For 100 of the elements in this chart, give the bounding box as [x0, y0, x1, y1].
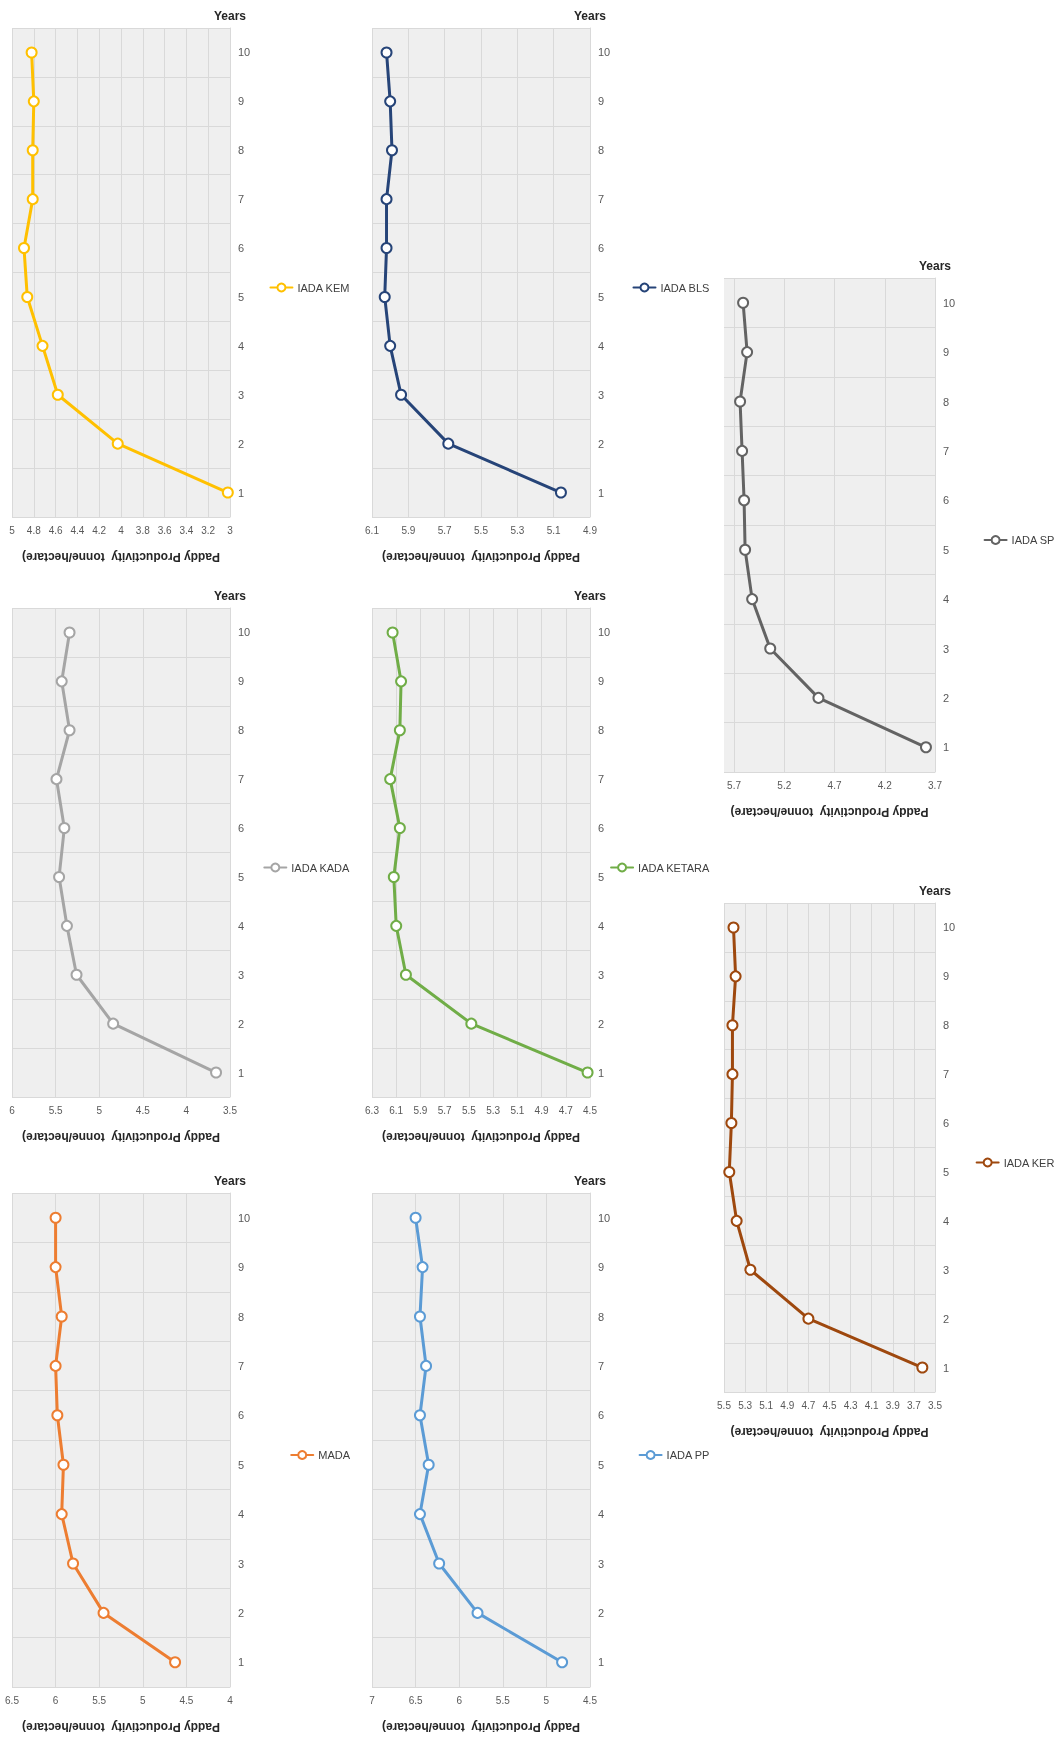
x-tick-label: 4.5	[822, 1399, 837, 1411]
point	[380, 193, 393, 206]
point	[210, 1066, 223, 1079]
y-tick-label: 9	[598, 95, 605, 108]
legend-label: IADA BLS	[660, 281, 710, 294]
x-axis-title: Paddy Productivity tonne/hectare)	[21, 1720, 221, 1734]
y-axis-title: Years	[213, 589, 247, 603]
point	[409, 1211, 422, 1224]
point	[433, 1557, 446, 1570]
point	[55, 1508, 68, 1521]
x-axis-title: Paddy Productivity tonne/hectare)	[381, 1130, 581, 1144]
y-tick-label: 9	[238, 1261, 245, 1274]
x-tick-label: 4	[227, 1694, 234, 1706]
point	[744, 1263, 757, 1276]
point	[70, 968, 83, 981]
point	[50, 773, 63, 786]
x-tick-label: 5.1	[759, 1399, 774, 1411]
y-tick-label: 7	[238, 193, 245, 206]
point	[57, 1458, 70, 1471]
y-tick-label: 4	[238, 919, 245, 932]
y-tick-label: 6	[598, 242, 605, 255]
point	[736, 444, 749, 457]
point	[111, 437, 124, 450]
y-tick-label: 8	[943, 1019, 950, 1032]
point	[919, 741, 932, 754]
y-tick-label: 5	[943, 1165, 950, 1178]
point	[422, 1458, 435, 1471]
x-tick-label: 3	[227, 524, 234, 536]
y-tick-label: 10	[598, 46, 611, 59]
x-tick-label: 4.1	[864, 1399, 880, 1411]
x-tick-label: 6	[52, 1694, 59, 1706]
x-tick-label: 5.2	[777, 779, 792, 791]
x-tick-label: 4.7	[827, 779, 842, 791]
y-tick-label: 8	[238, 144, 245, 157]
y-tick-label: 7	[238, 1359, 245, 1372]
point	[413, 1409, 426, 1422]
point	[390, 919, 403, 932]
point	[413, 1310, 426, 1323]
y-tick-label: 2	[238, 1017, 245, 1030]
x-tick-label: 5.1	[546, 524, 562, 536]
y-tick-label: 1	[598, 486, 605, 499]
point	[386, 626, 399, 639]
x-tick-label: 5.5	[717, 1399, 732, 1411]
y-axis-title: Years	[213, 1174, 247, 1188]
y-tick-label: 4	[238, 1508, 245, 1521]
point	[27, 95, 40, 108]
y-tick-label: 2	[943, 1312, 950, 1325]
y-tick-label: 5	[238, 1458, 245, 1471]
y-tick-label: 3	[238, 968, 245, 981]
y-tick-label: 6	[598, 1409, 605, 1422]
point	[730, 1214, 743, 1227]
x-tick-label: 6	[456, 1694, 463, 1706]
y-tick-label: 7	[598, 193, 605, 206]
x-tick-label: 5.7	[437, 1104, 453, 1116]
y-tick-label: 2	[598, 1606, 605, 1619]
point	[393, 724, 406, 737]
x-tick-label: 4.2	[877, 779, 893, 791]
y-axis-title: Years	[573, 589, 607, 603]
x-tick-label: 3.2	[201, 524, 216, 536]
point	[63, 724, 76, 737]
x-tick-label: 4.7	[801, 1399, 816, 1411]
y-tick-label: 1	[943, 741, 950, 754]
y-tick-label: 6	[238, 1409, 245, 1422]
legend-label: IADA KEM	[297, 281, 350, 294]
x-tick-label: 5.3	[738, 1399, 753, 1411]
x-tick-label: 7	[369, 1694, 376, 1706]
y-tick-label: 2	[598, 1017, 605, 1030]
x-tick-label: 4.5	[135, 1104, 151, 1116]
x-tick-label: 3.5	[928, 1399, 943, 1411]
x-tick-label: 6.1	[389, 1104, 404, 1116]
y-axis-title: Years	[918, 259, 952, 273]
y-axis-title: Years	[918, 884, 952, 898]
x-tick-label: 3.8	[135, 524, 151, 536]
x-tick-label: 4	[118, 524, 125, 536]
x-tick-label: 5.9	[401, 524, 416, 536]
point	[723, 1165, 736, 1178]
x-tick-label: 5.7	[727, 779, 742, 791]
point	[737, 296, 750, 309]
point	[380, 46, 393, 59]
point	[18, 242, 30, 255]
y-tick-label: 1	[238, 1066, 245, 1079]
x-tick-label: 6	[9, 1104, 16, 1116]
x-tick-label: 5	[96, 1104, 103, 1116]
x-tick-label: 5.3	[486, 1104, 501, 1116]
point	[442, 437, 455, 450]
y-tick-label: 1	[598, 1066, 605, 1079]
point	[554, 486, 567, 499]
y-axis-title: Years	[573, 1174, 607, 1188]
x-tick-label: 6.5	[408, 1694, 423, 1706]
point	[399, 968, 412, 981]
y-tick-label: 9	[238, 675, 245, 688]
point	[49, 1261, 62, 1274]
x-tick-label: 5.9	[413, 1104, 428, 1116]
x-tick-label: 3.5	[223, 1104, 238, 1116]
point	[387, 870, 400, 883]
x-tick-label: 4.8	[26, 524, 42, 536]
x-tick-label: 5	[140, 1694, 147, 1706]
x-tick-label: 4.2	[92, 524, 107, 536]
x-tick-label: 5.5	[474, 524, 489, 536]
legend-label: IADA PP	[666, 1449, 710, 1461]
